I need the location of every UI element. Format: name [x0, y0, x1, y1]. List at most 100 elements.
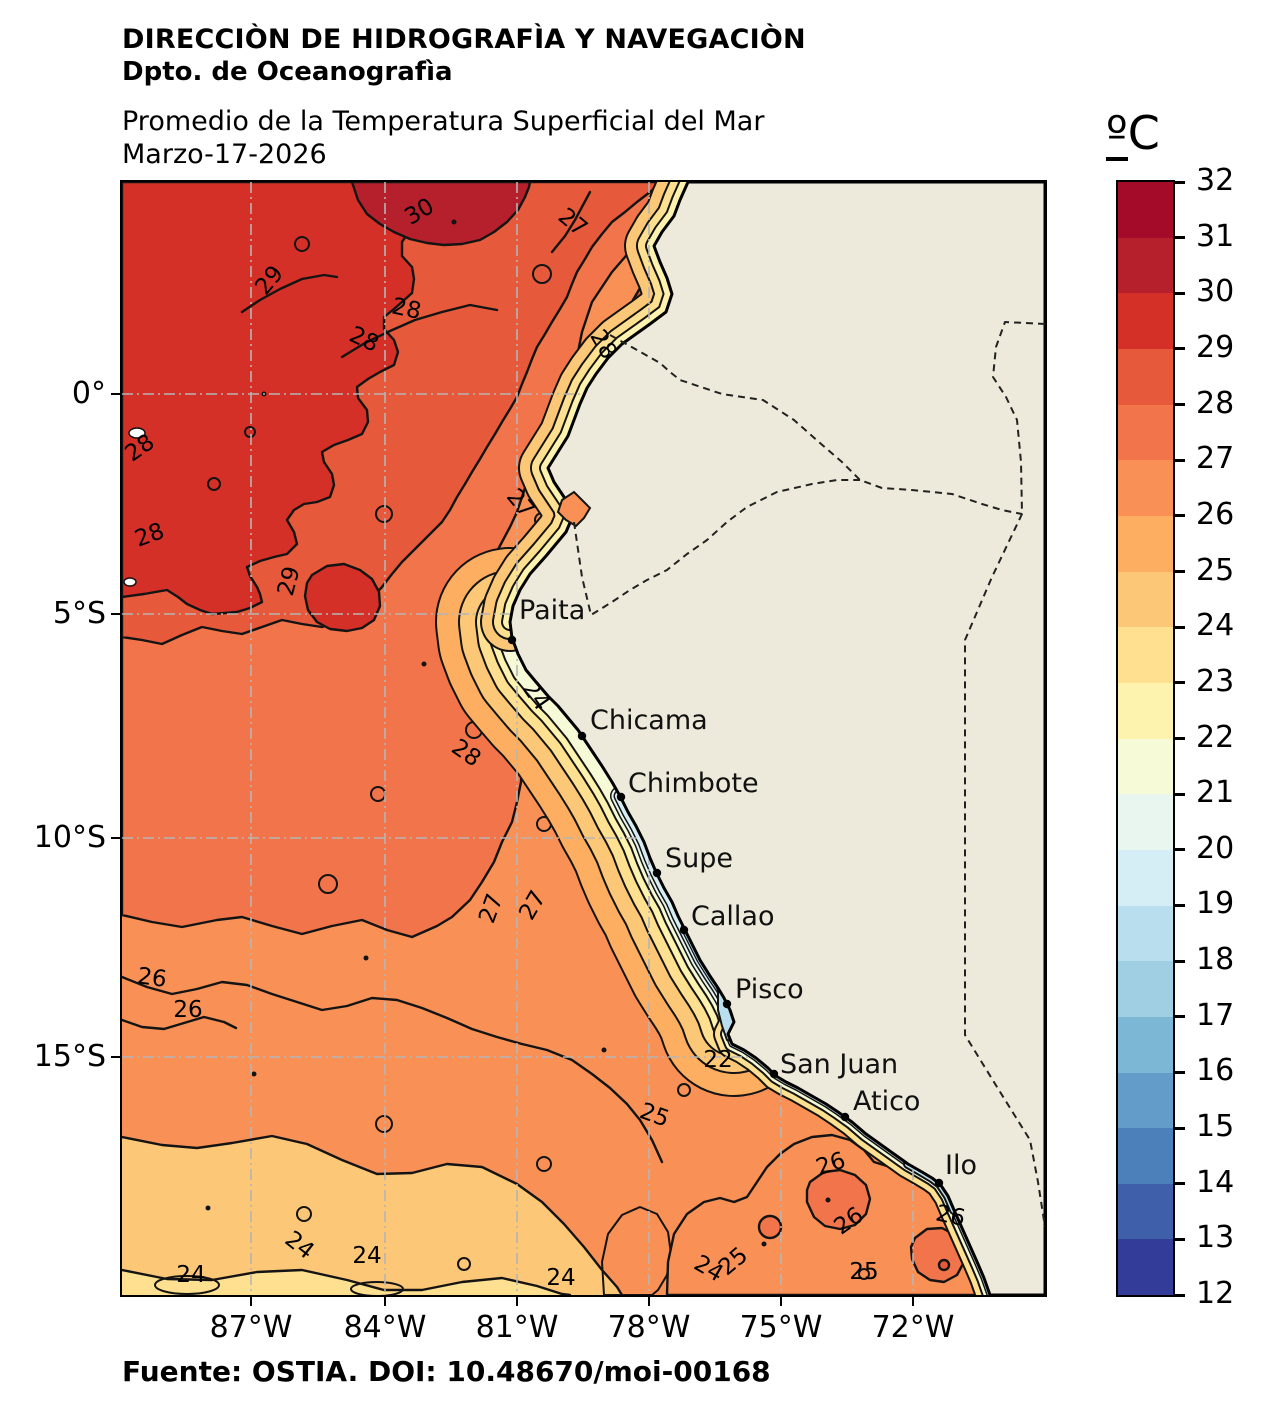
x-axis-label: 72°W: [871, 1310, 955, 1345]
colorbar-segment: [1118, 1239, 1173, 1296]
y-axis-label: 10°S: [33, 820, 106, 855]
sst-region-lt25: [122, 1136, 622, 1295]
sst-pocket-23-3: [601, 1206, 672, 1295]
colorbar-segment: [1118, 182, 1173, 238]
colorbar-segment: [1118, 404, 1173, 461]
city-dot: [577, 731, 587, 741]
colorbar-tick: [1175, 570, 1185, 574]
x-axis-tick: [912, 1297, 914, 1306]
colorbar-tick: [1175, 403, 1185, 407]
y-axis-tick: [111, 837, 120, 839]
colorbar-segment: [1118, 571, 1173, 628]
colorbar-tick: [1175, 625, 1185, 629]
colorbar-segment: [1118, 682, 1173, 739]
colorbar-tick-label: 26: [1196, 496, 1235, 532]
y-axis-label: 15°S: [33, 1039, 106, 1074]
city-label: Atico: [853, 1086, 920, 1117]
colorbar-tick: [1175, 291, 1185, 295]
colorbar-tick-label: 12: [1196, 1276, 1235, 1311]
colorbar-segment: [1118, 460, 1173, 516]
contour-label: 25: [849, 1259, 878, 1285]
colorbar-segment: [1118, 627, 1173, 683]
border-peru-ecuador: [573, 479, 860, 616]
x-axis-label: 81°W: [475, 1310, 559, 1345]
colorbar-tick-label: 32: [1196, 163, 1235, 198]
x-axis-label: 87°W: [209, 1310, 293, 1345]
contour-label: 28: [389, 293, 423, 325]
colorbar-tick: [1175, 458, 1185, 462]
contour-label: 24: [352, 1243, 381, 1269]
contour-label: 24: [546, 1265, 575, 1291]
city-dot: [616, 792, 626, 802]
colorbar-tick-label: 19: [1196, 886, 1235, 922]
sst-region-29: [122, 182, 424, 616]
city-dot: [722, 999, 732, 1009]
city-label: Ilo: [945, 1150, 977, 1181]
colorbar-tick: [1175, 903, 1185, 907]
colorbar-tick: [1175, 792, 1185, 796]
city-label: Chicama: [590, 705, 708, 736]
map-panel: Paita Chicama Chimbote Supe Callao Pisco San J…: [120, 180, 1047, 1297]
sst-contour-map: Paita Chicama Chimbote Supe Callao Pisco San J…: [122, 182, 1045, 1295]
colorbar-segment: [1118, 1072, 1173, 1129]
sst-se-patch-1: [805, 1168, 872, 1231]
org-title: DIRECCIÒN DE HIDROGRAFÌA Y NAVEGACIÒN: [122, 24, 806, 55]
colorbar-tick-label: 20: [1196, 830, 1235, 866]
city-label: Paita: [519, 595, 585, 626]
contour-label: 24: [176, 1262, 205, 1288]
colorbar-tick-label: 16: [1196, 1053, 1235, 1089]
colorbar-tick-label: 13: [1196, 1220, 1235, 1256]
colorbar-tick: [1175, 1126, 1185, 1130]
contour-label: 26: [933, 1200, 967, 1232]
colorbar-tick-label: 29: [1196, 329, 1235, 365]
colorbar-tick-label: 27: [1196, 441, 1235, 477]
x-axis-tick: [516, 1297, 518, 1306]
city-dot: [507, 635, 517, 645]
colorbar-tick-label: 25: [1196, 552, 1235, 588]
city-dot: [934, 1178, 944, 1188]
city-dot: [769, 1069, 779, 1079]
colorbar-tick: [1175, 236, 1185, 240]
y-axis-tick: [111, 1056, 120, 1058]
sst-se-patch-4: [937, 1258, 951, 1272]
cloud-spot: [128, 427, 146, 439]
city-dot: [652, 868, 662, 878]
y-axis-label: 5°S: [52, 596, 106, 631]
colorbar-segment: [1118, 1016, 1173, 1073]
colorbar-tick: [1175, 514, 1185, 518]
x-axis-label: 84°W: [343, 1310, 427, 1345]
colorbar-tick: [1175, 1070, 1185, 1074]
city-dot: [840, 1112, 850, 1122]
city-label: San Juan: [780, 1049, 898, 1080]
city-label: Supe: [665, 843, 733, 874]
sst-pocket-23-1: [154, 1275, 220, 1295]
x-axis-tick: [250, 1297, 252, 1306]
colorbar-tick-label: 17: [1196, 997, 1235, 1033]
colorbar-segment: [1118, 1128, 1173, 1184]
colorbar-tick-label: 28: [1196, 385, 1235, 421]
country-borders: [573, 321, 1045, 1228]
degree-ordinal: º: [1106, 106, 1128, 161]
colorbar-segment: [1118, 1183, 1173, 1240]
cloud-spot: [123, 577, 137, 587]
colorbar-tick: [1175, 180, 1185, 184]
x-axis-label: 78°W: [607, 1310, 691, 1345]
colorbar-segment: [1118, 849, 1173, 906]
colorbar-segment: [1118, 961, 1173, 1017]
y-axis-tick: [111, 613, 120, 615]
colorbar-tick-label: 15: [1196, 1109, 1235, 1145]
contour-label: 26: [136, 963, 169, 993]
x-axis-tick: [780, 1297, 782, 1306]
city-dot: [679, 925, 689, 935]
colorbar-tick-label: 31: [1196, 218, 1235, 254]
source-attribution: Fuente: OSTIA. DOI: 10.48670/moi-00168: [122, 1355, 771, 1388]
colorbar-segment: [1118, 348, 1173, 405]
contour-label: 22: [703, 1047, 732, 1073]
colorbar-segment: [1118, 738, 1173, 795]
city-layer: Paita Chicama Chimbote Supe Callao Pisco San J…: [507, 595, 977, 1188]
colorbar-tick: [1175, 1182, 1185, 1186]
colorbar-tick: [1175, 848, 1185, 852]
colorbar-segment: [1118, 794, 1173, 850]
colorbar-tick: [1175, 1293, 1185, 1297]
colorbar-segment: [1118, 515, 1173, 572]
